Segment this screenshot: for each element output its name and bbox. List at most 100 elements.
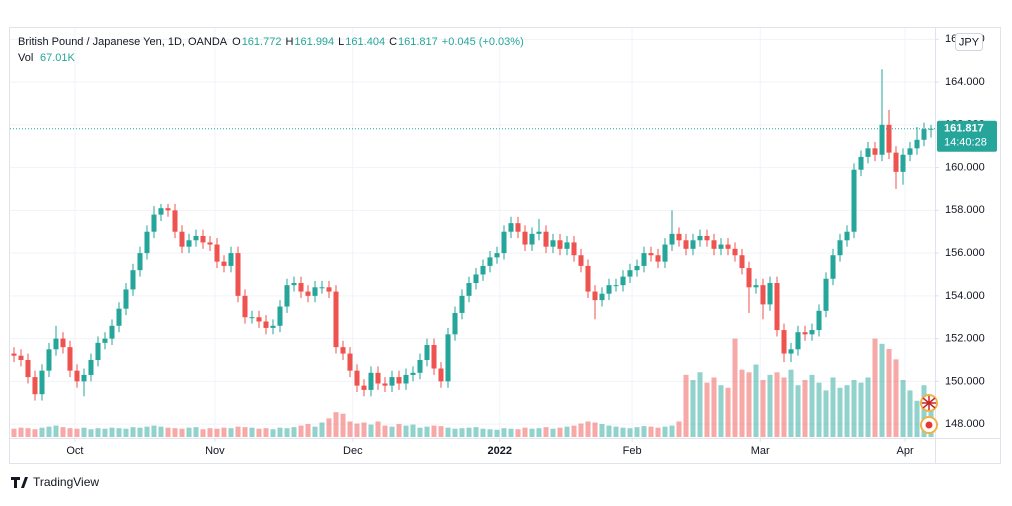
candle-body (529, 233, 535, 245)
volume-bar (172, 428, 178, 437)
volume-bar (221, 427, 227, 437)
candle-body (333, 291, 339, 348)
volume-bar (669, 425, 675, 437)
candle-body (452, 312, 458, 335)
y-tick-label: 164.000 (945, 76, 985, 88)
candle-body (466, 283, 472, 296)
candles (11, 69, 934, 401)
candle-body (326, 287, 332, 292)
volume-bar (396, 424, 402, 437)
candle-body (732, 248, 738, 256)
candle-body (284, 285, 290, 307)
volume-bar (571, 425, 577, 437)
currency-button[interactable] (955, 33, 983, 51)
volume-bar (774, 372, 780, 437)
candle-body (578, 255, 584, 266)
volume-bar (543, 427, 549, 437)
ohlc-letter: O (232, 36, 241, 48)
volume-bar (88, 429, 94, 437)
volume-bar (200, 429, 206, 437)
candle-body (424, 345, 430, 360)
volume-bar (683, 374, 689, 437)
candle-body (907, 148, 913, 155)
candle-body (242, 295, 248, 318)
candle-body (718, 244, 724, 249)
ohlc-value: 161.404 (345, 36, 385, 48)
volume-bar (725, 387, 731, 437)
candle-body (921, 129, 927, 140)
candle-body (368, 372, 374, 390)
volume-bar (592, 422, 598, 437)
candle-body (438, 368, 444, 382)
candle-body (193, 235, 199, 241)
volume-bar (228, 428, 234, 437)
volume-bar (347, 421, 353, 437)
volume-bar (109, 427, 115, 437)
candle-body (704, 235, 710, 241)
candle-body (585, 265, 591, 292)
candle-body (235, 253, 241, 296)
volume-bar (872, 338, 878, 437)
candle-body (522, 231, 528, 245)
candle-body (844, 231, 850, 241)
x-tick-label: Nov (205, 445, 225, 457)
y-tick-label: 158.000 (945, 204, 985, 216)
candle-body (606, 285, 612, 294)
volume-bar (249, 427, 255, 437)
volume-bar (326, 418, 332, 437)
candle-body (893, 152, 899, 172)
candle-body (445, 334, 451, 382)
volume-bar (907, 390, 913, 437)
candle-body (760, 285, 766, 305)
volume-bar (711, 377, 717, 437)
candle-body (900, 154, 906, 172)
volume-bar (662, 426, 668, 437)
volume-bar (865, 377, 871, 437)
candle-body (550, 240, 556, 247)
candle-body (109, 325, 115, 339)
candle-body (172, 210, 178, 232)
volume-bar (361, 422, 367, 437)
candle-body (536, 231, 542, 234)
candle-body (158, 208, 164, 215)
volume-bar (690, 380, 696, 437)
x-tick-label: Dec (343, 445, 363, 457)
candle-body (711, 240, 717, 249)
candle-body (830, 255, 836, 279)
volume-bar (795, 385, 801, 437)
candle-body (767, 283, 773, 305)
candle-body (151, 214, 157, 232)
volume-bar (718, 385, 724, 437)
volume-bar (431, 425, 437, 437)
brand-name: TradingView (33, 475, 99, 489)
volume-bar (298, 425, 304, 437)
candle-body (788, 349, 794, 354)
candle-body (515, 223, 521, 232)
volume-bar (655, 427, 661, 437)
volume-bar (263, 428, 269, 437)
candle-body (347, 353, 353, 371)
candle-body (781, 330, 787, 354)
candle-body (249, 317, 255, 319)
candle-body (837, 240, 843, 256)
candle-body (592, 291, 598, 301)
candle-body (655, 255, 661, 262)
candle-body (879, 124, 885, 155)
currency-label[interactable]: JPY (959, 36, 980, 48)
volume-bar (60, 427, 66, 437)
last-price-label: 161.817 (944, 123, 984, 135)
volume-bar (858, 382, 864, 437)
volume-bar (508, 428, 514, 437)
ohlc-value: +0.045 (+0.03%) (442, 36, 524, 48)
candle-body (914, 139, 920, 149)
candle-body (858, 156, 864, 170)
volume-bar (277, 427, 283, 437)
volume-bar (886, 348, 892, 437)
candle-body (543, 231, 549, 247)
candle-body (277, 306, 283, 326)
candle-body (480, 265, 486, 275)
candle-body (144, 231, 150, 254)
y-tick-label: 160.000 (945, 161, 985, 173)
candle-body (648, 253, 654, 256)
